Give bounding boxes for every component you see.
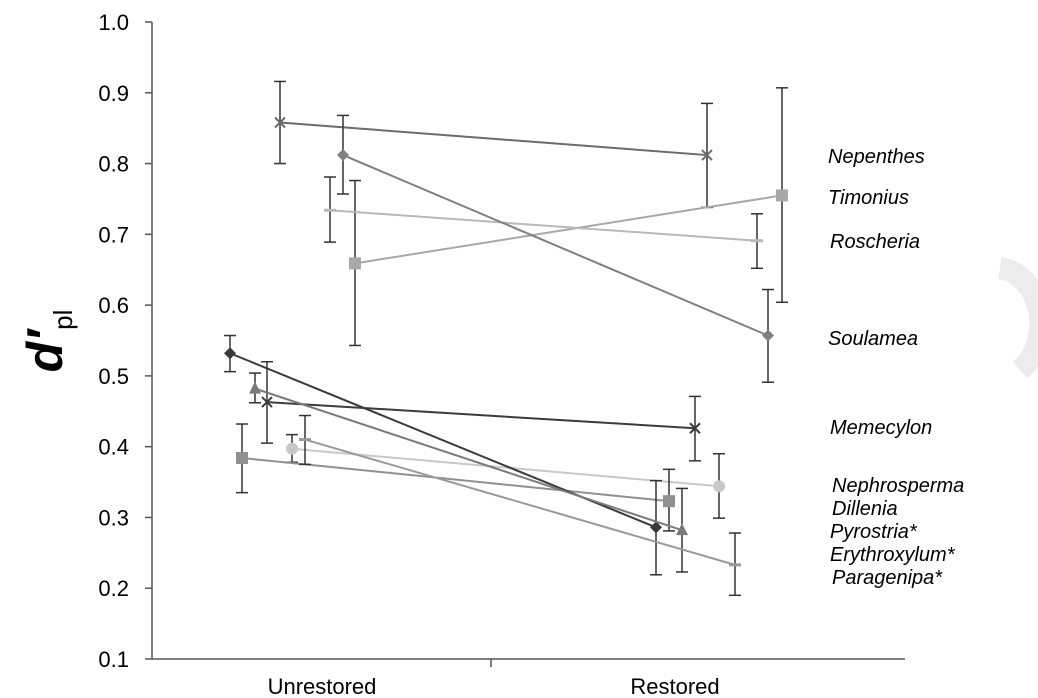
x-category-label: Unrestored [268,674,377,698]
y-ticks: 0.1 0.2 0.3 0.4 0.5 0.6 0.7 0.8 0.9 1.0 [98,10,152,672]
series-1 [274,80,713,209]
data-point [349,257,361,270]
data-point [236,451,248,464]
y-tick-label: 0.9 [98,81,129,106]
x-category-label: Restored [630,674,719,698]
y-tick-label: 0.4 [98,435,129,460]
species-label: Erythroxylum* [830,544,956,566]
species-label: Soulamea [828,328,918,350]
data-point [762,329,774,342]
series-line [329,209,758,242]
series-line [342,154,769,337]
species-label: Timonius [828,187,909,209]
y-tick-label: 0.3 [98,505,129,530]
data-point [337,149,349,162]
series-9 [249,372,688,573]
species-label: Nephrosperma [832,475,964,497]
series-layer [224,80,788,597]
data-point [224,347,236,360]
y-tick-label: 0.2 [98,576,129,601]
y-tick-label: 0.1 [98,647,129,672]
data-point [713,480,725,493]
series-8 [224,334,662,576]
data-point [274,116,286,129]
y-tick-label: 1.0 [98,10,129,35]
series-4 [337,114,774,384]
data-point [701,149,713,161]
data-point [776,189,788,202]
species-label: Roscheria [830,231,920,253]
data-point [650,521,662,534]
axes [151,22,905,667]
y-axis-label-main: d′ [17,328,73,373]
data-point [676,523,688,536]
series-3 [324,176,763,270]
series-line [241,456,670,503]
species-label: Dillenia [832,498,898,520]
species-labels: Nepenthes Timonius Roscheria Soulamea Memecy… [828,146,964,589]
species-label: Memecylon [830,417,932,439]
data-point [249,381,261,394]
series-line [304,438,736,566]
data-point [286,442,298,455]
series-6 [286,433,725,519]
decorative-ring [997,257,1038,379]
series-line [354,194,783,265]
y-axis-label-sub: pl [48,310,78,330]
species-label: Pyrostria* [830,521,918,543]
data-point [261,396,273,408]
species-label: Nepenthes [828,146,925,168]
y-tick-label: 0.8 [98,152,129,177]
species-label: Paragenipa* [832,567,943,589]
series-7 [236,423,675,532]
y-axis-label: d′pl [17,310,78,373]
series-10 [299,414,741,597]
series-line [279,121,708,157]
series-line [266,401,696,430]
series-line [254,387,683,532]
series-line [291,447,720,488]
series-2 [349,87,788,347]
data-point [689,422,701,434]
data-point [663,495,675,508]
y-tick-label: 0.7 [98,222,129,247]
y-tick-label: 0.6 [98,293,129,318]
y-tick-label: 0.5 [98,364,129,389]
series-5 [261,360,701,462]
